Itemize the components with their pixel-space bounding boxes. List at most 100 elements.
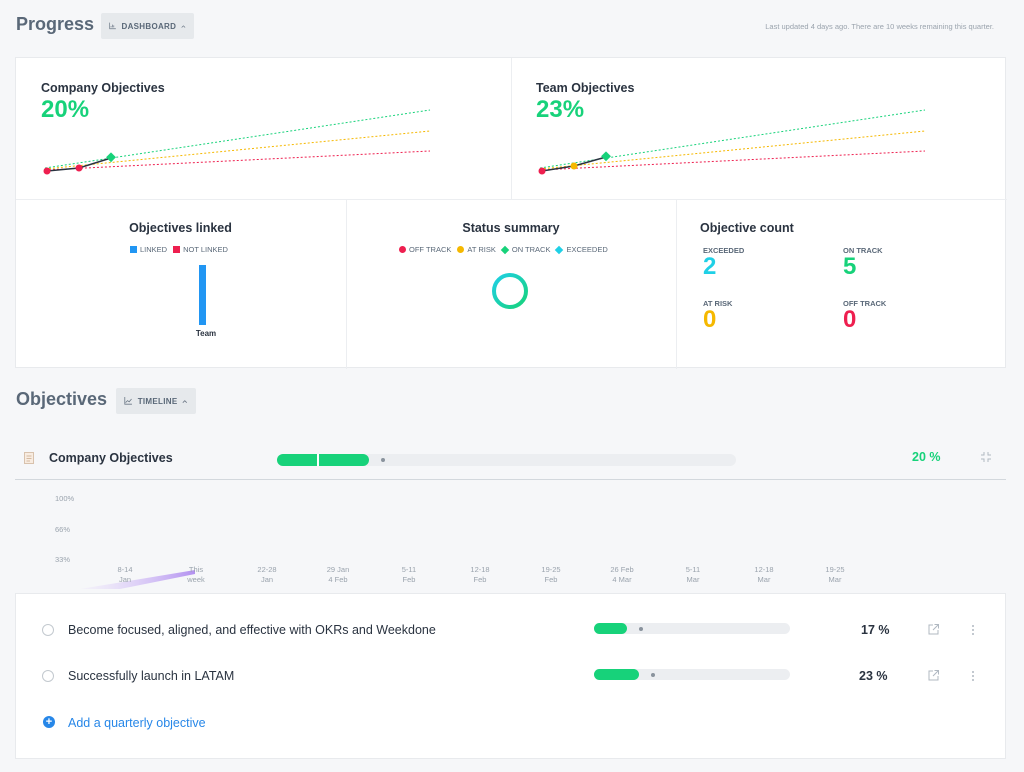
objective-progress-fill	[594, 623, 627, 634]
timeline-y-label: 33%	[55, 555, 71, 564]
company-trend-chart	[43, 109, 431, 175]
objective-progress-bar	[594, 623, 790, 634]
at-risk-legend-label: AT RISK	[467, 245, 496, 254]
divider	[511, 58, 512, 199]
objectives-list-card	[15, 593, 1006, 759]
timeline-tick: 5-11 Feb	[401, 565, 417, 584]
at-risk-trend-line	[44, 130, 431, 170]
timeline-tick: 29 Jan 4 Feb	[326, 565, 350, 584]
document-icon	[24, 452, 34, 464]
company-objectives-title: Company Objectives	[41, 81, 165, 95]
timeline-tick: 12-18 Mar	[754, 565, 774, 584]
company-progress-fill	[277, 454, 369, 466]
timeline-tick: 19-25 Feb	[541, 565, 561, 584]
linked-legend-label: LINKED	[140, 245, 168, 254]
progress-point	[75, 164, 83, 172]
team-objectives-percent: 23%	[536, 96, 585, 123]
company-objectives-row-title[interactable]: Company Objectives	[49, 451, 173, 465]
add-quarterly-objective-link[interactable]: Add a quarterly objective	[68, 716, 206, 730]
dashboard-card	[15, 57, 1007, 369]
objective-status-circle[interactable]	[42, 670, 54, 682]
exceeded-legend-label: EXCEEDED	[566, 245, 608, 254]
objectives-linked-legend: LINKED NOT LINKED	[130, 245, 228, 254]
objective-title[interactable]: Become focused, aligned, and effective w…	[68, 623, 436, 637]
team-trend-chart	[538, 109, 926, 175]
on-track-count-label: ON TRACK	[843, 246, 883, 255]
on-track-count-value: 5	[843, 253, 857, 280]
timeline-tick: 12-18 Feb	[470, 565, 490, 584]
off-track-trend-line	[539, 150, 926, 171]
company-objectives-percent: 20%	[41, 96, 90, 123]
at-risk-trend-line	[539, 130, 926, 170]
progress-title: Progress	[16, 14, 95, 34]
status-summary-legend: OFF TRACK AT RISK ON TRACK EXCEEDED	[399, 245, 608, 254]
status-donut-ring	[492, 273, 528, 309]
off-track-trend-line	[44, 150, 431, 171]
timeline-chip-label: TIMELINE	[137, 396, 178, 406]
divider	[676, 199, 677, 369]
on-track-legend-swatch	[500, 245, 510, 254]
add-icon[interactable]: +	[43, 716, 55, 728]
status-donut-chart	[492, 273, 528, 309]
dashboard-chip-label: DASHBOARD	[121, 21, 177, 31]
chevron-up-icon	[182, 399, 188, 403]
exceeded-legend-swatch	[555, 245, 564, 254]
linked-legend-swatch	[130, 246, 137, 253]
more-options-icon[interactable]	[970, 623, 976, 637]
status-summary-title: Status summary	[462, 221, 560, 235]
progress-point	[43, 167, 51, 175]
objectives-linked-title: Objectives linked	[129, 221, 232, 235]
exceeded-count-label: EXCEEDED	[703, 246, 745, 255]
objective-percent: 23 %	[859, 669, 888, 683]
timeline-view-dropdown[interactable]: TIMELINE	[116, 388, 196, 414]
bar-chart-icon	[109, 22, 116, 30]
progress-point	[601, 151, 611, 162]
dashboard-view-dropdown[interactable]: DASHBOARD	[101, 13, 194, 39]
progress-point	[106, 152, 116, 163]
progress-expected-marker	[639, 626, 643, 631]
more-options-icon[interactable]	[970, 669, 976, 683]
exceeded-count-value: 2	[703, 253, 717, 280]
timeline-progress-area	[80, 570, 195, 589]
timeline-tick: 19-25 Mar	[825, 565, 845, 584]
at-risk-legend-swatch	[457, 246, 465, 253]
chevron-up-icon	[181, 24, 186, 28]
last-updated-text: Last updated 4 days ago. There are 10 we…	[765, 22, 994, 31]
not-linked-legend-label: NOT LINKED	[183, 245, 228, 254]
progress-point	[570, 162, 578, 170]
objective-status-circle[interactable]	[42, 624, 54, 636]
company-row-divider	[15, 479, 1006, 480]
team-objectives-title: Team Objectives	[536, 81, 635, 95]
progress-point	[538, 167, 546, 175]
off-track-count-value: 0	[843, 306, 857, 333]
objective-count-title: Objective count	[700, 221, 794, 235]
at-risk-count-value: 0	[703, 306, 717, 333]
divider	[346, 199, 347, 369]
linked-bar-label: Team	[195, 329, 217, 338]
objective-progress-bar	[594, 669, 790, 680]
progress-expected-marker	[381, 458, 385, 462]
on-track-legend-label: ON TRACK	[511, 245, 551, 254]
divider	[16, 199, 1007, 200]
line-chart-icon	[124, 397, 132, 405]
progress-segment-divider	[317, 454, 319, 466]
progress-expected-marker	[651, 672, 655, 677]
collapse-icon[interactable]	[980, 451, 992, 463]
company-objectives-row-percent: 20 %	[912, 450, 941, 464]
timeline-tick: 8-14 Jan	[117, 565, 133, 584]
at-risk-count-label: AT RISK	[703, 299, 733, 308]
objective-title[interactable]: Successfully launch in LATAM	[68, 669, 235, 683]
off-track-legend-swatch	[399, 246, 406, 253]
timeline-tick: 22-28 Jan	[257, 565, 277, 584]
company-progress-bar	[277, 454, 736, 466]
open-external-icon[interactable]	[927, 669, 940, 682]
open-external-icon[interactable]	[927, 623, 940, 636]
not-linked-legend-swatch	[173, 246, 181, 253]
timeline-y-label: 66%	[55, 525, 71, 534]
off-track-legend-label: OFF TRACK	[409, 245, 452, 254]
objective-percent: 17 %	[861, 623, 890, 637]
timeline-tick: 5-11 Mar	[685, 565, 701, 584]
on-track-trend-line	[44, 109, 431, 169]
objective-progress-fill	[594, 669, 639, 680]
linked-bar	[199, 265, 206, 325]
